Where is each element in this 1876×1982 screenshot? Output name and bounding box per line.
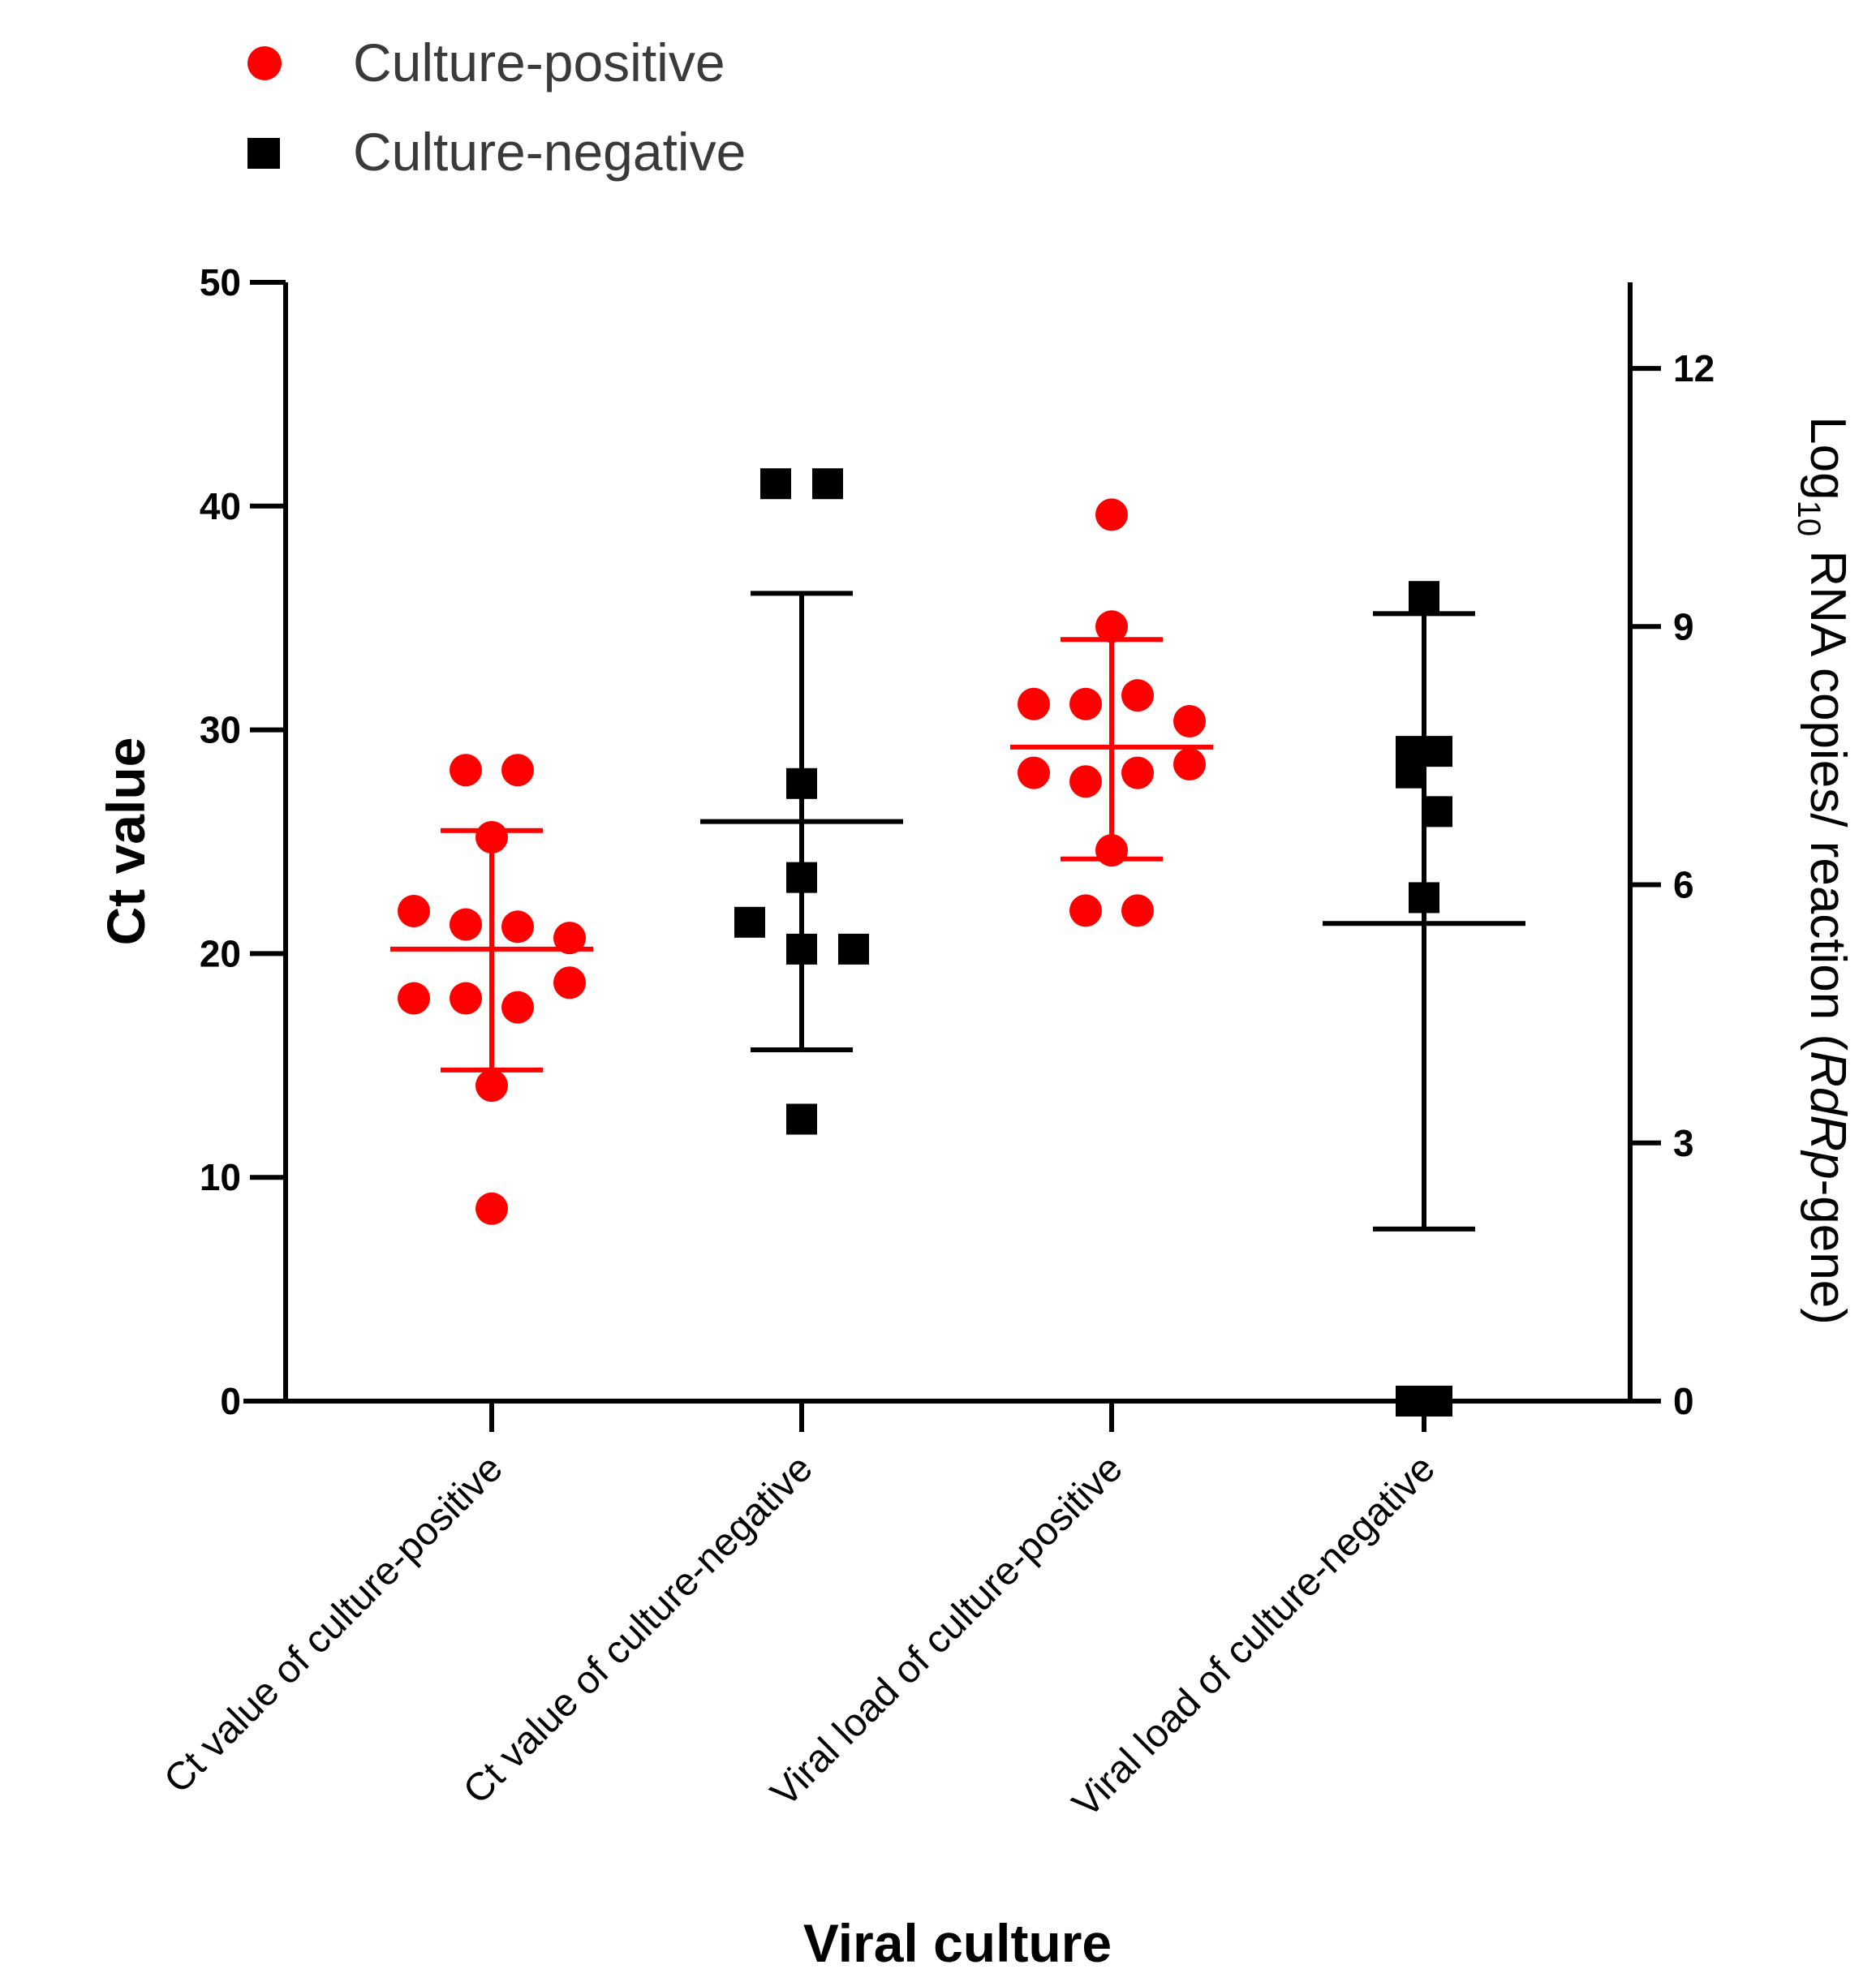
point-1-6 <box>501 910 534 944</box>
legend-marker-culture-negative <box>247 138 280 169</box>
point-1-9 <box>398 982 430 1015</box>
point-1-5 <box>450 908 482 941</box>
left-y-tick-label-30: 30 <box>200 709 241 751</box>
y-axis-title-right-middle: RNA copies/ reaction ( <box>1800 536 1856 1051</box>
right-y-ticks: 0 3 6 9 12 <box>1630 347 1715 1422</box>
y-axis-title-right-suffix: -gene) <box>1800 1180 1856 1325</box>
point-2-8 <box>786 1103 817 1135</box>
point-3-8 <box>1018 756 1050 789</box>
point-1-13 <box>475 1192 508 1225</box>
y-axis-title-right: Log10 RNA copies/ reaction (RdRp-gene) <box>1791 416 1856 1325</box>
point-1-12 <box>475 1069 508 1103</box>
point-3-12 <box>1069 894 1102 927</box>
point-2-3 <box>786 767 817 799</box>
left-y-ticks: 0 10 20 30 40 50 <box>200 261 286 1422</box>
left-y-tick-label-50: 50 <box>200 261 241 303</box>
point-4-5 <box>1422 796 1452 828</box>
point-1-3 <box>475 820 508 853</box>
x-tick-label-4: Viral load of culture-negative <box>1065 1447 1444 1825</box>
right-y-tick-label-3: 3 <box>1673 1122 1694 1164</box>
point-1-4 <box>398 894 430 927</box>
right-y-tick-label-6: 6 <box>1673 864 1694 906</box>
x-tick-label-2: Ct value of culture-negative <box>455 1447 821 1812</box>
point-4-6 <box>1409 882 1439 914</box>
legend-label-culture-positive: Culture-positive <box>353 32 725 92</box>
point-2-1 <box>760 468 791 500</box>
left-y-tick-label-20: 20 <box>200 932 241 974</box>
x-tick-label-3: Viral load of culture-positive <box>763 1447 1131 1815</box>
point-4-8 <box>1422 1386 1452 1417</box>
left-y-tick-label-10: 10 <box>200 1156 241 1198</box>
point-1-8 <box>553 966 586 1000</box>
x-tick-label-1: Ct value of culture-positive <box>156 1447 510 1801</box>
right-y-tick-label-12: 12 <box>1673 347 1715 389</box>
right-y-tick-label-9: 9 <box>1673 605 1694 647</box>
point-1-1 <box>450 754 482 787</box>
y-axis-title-left: Ct value <box>96 737 156 946</box>
y-axis-title-right-italic: RdRp <box>1800 1051 1856 1180</box>
point-3-1 <box>1095 498 1128 531</box>
point-2-4 <box>786 862 817 893</box>
point-3-9 <box>1069 765 1102 798</box>
point-4-3 <box>1422 736 1452 767</box>
y-axis-title-right-prefix: Log <box>1800 416 1856 500</box>
point-3-3 <box>1018 687 1050 720</box>
x-axis-title: Viral culture <box>803 1913 1112 1973</box>
point-4-1 <box>1409 581 1439 613</box>
summary-bars <box>390 591 1525 1232</box>
point-2-5 <box>734 906 765 938</box>
legend: Culture-positive Culture-negative <box>247 32 746 182</box>
point-3-11 <box>1095 834 1128 867</box>
point-2-6 <box>786 933 817 965</box>
legend-label-culture-negative: Culture-negative <box>353 122 746 182</box>
right-y-tick-label-0: 0 <box>1673 1380 1694 1422</box>
data-points <box>398 468 1452 1417</box>
legend-marker-culture-positive <box>247 46 282 80</box>
point-1-10 <box>450 982 482 1015</box>
point-3-4 <box>1069 687 1102 720</box>
point-1-7 <box>553 922 586 955</box>
y-axis-title-right-subscript: 10 <box>1791 501 1827 537</box>
point-3-2 <box>1095 610 1128 643</box>
point-3-7 <box>1173 748 1206 781</box>
point-2-2 <box>812 468 843 500</box>
point-1-11 <box>501 991 534 1024</box>
point-1-2 <box>501 754 534 787</box>
left-y-tick-label-40: 40 <box>200 485 241 527</box>
left-y-tick-label-0: 0 <box>220 1380 241 1422</box>
point-3-6 <box>1173 704 1206 737</box>
point-4-7 <box>1396 1386 1426 1417</box>
point-2-7 <box>838 933 869 965</box>
point-3-10 <box>1121 756 1154 789</box>
point-3-5 <box>1121 679 1154 712</box>
point-4-4 <box>1396 757 1426 789</box>
point-3-13 <box>1121 894 1154 927</box>
